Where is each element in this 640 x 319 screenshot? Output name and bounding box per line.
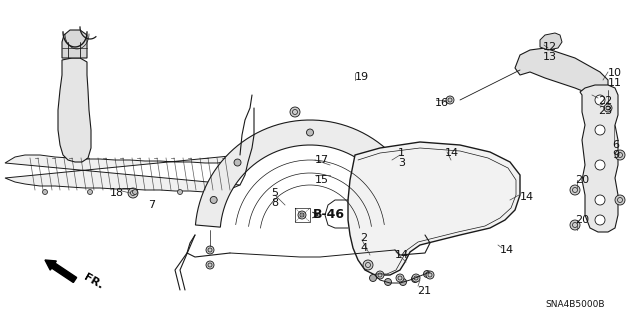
Circle shape xyxy=(396,274,404,282)
Text: 20: 20 xyxy=(575,175,589,185)
Text: SNA4B5000B: SNA4B5000B xyxy=(545,300,605,309)
Polygon shape xyxy=(62,30,87,58)
Circle shape xyxy=(595,95,605,105)
Text: 13: 13 xyxy=(543,52,557,62)
Circle shape xyxy=(206,261,214,269)
Text: FR.: FR. xyxy=(82,272,105,291)
Polygon shape xyxy=(540,33,562,50)
Text: B-46: B-46 xyxy=(313,208,345,221)
Circle shape xyxy=(424,271,431,278)
Text: 22: 22 xyxy=(598,96,612,106)
Text: 6: 6 xyxy=(612,140,619,150)
Circle shape xyxy=(399,278,406,286)
Text: 3: 3 xyxy=(398,158,405,168)
Circle shape xyxy=(570,220,580,230)
FancyArrow shape xyxy=(45,260,77,283)
Polygon shape xyxy=(515,48,608,95)
Text: 11: 11 xyxy=(608,78,622,88)
Text: 21: 21 xyxy=(417,286,431,296)
Circle shape xyxy=(206,246,214,254)
Text: 9: 9 xyxy=(612,150,619,160)
Circle shape xyxy=(42,189,47,195)
Circle shape xyxy=(369,275,376,281)
Circle shape xyxy=(128,188,138,198)
Text: 18: 18 xyxy=(110,188,124,198)
Circle shape xyxy=(615,195,625,205)
Circle shape xyxy=(412,276,419,283)
Circle shape xyxy=(403,197,410,204)
Polygon shape xyxy=(5,155,240,192)
Text: 15: 15 xyxy=(315,175,329,185)
Text: 14: 14 xyxy=(520,192,534,202)
Text: 16: 16 xyxy=(435,98,449,108)
Circle shape xyxy=(210,197,217,204)
Text: 7: 7 xyxy=(148,200,155,210)
Circle shape xyxy=(604,104,612,112)
Text: 17: 17 xyxy=(315,155,329,165)
Circle shape xyxy=(298,211,306,219)
Circle shape xyxy=(177,189,182,195)
Circle shape xyxy=(290,107,300,117)
Polygon shape xyxy=(58,58,91,162)
Circle shape xyxy=(412,274,420,282)
Text: 23: 23 xyxy=(598,106,612,116)
Circle shape xyxy=(595,125,605,135)
Circle shape xyxy=(363,260,373,270)
Text: 20: 20 xyxy=(575,215,589,225)
Circle shape xyxy=(88,189,93,195)
Text: 2: 2 xyxy=(360,233,367,243)
Text: 19: 19 xyxy=(355,72,369,82)
Polygon shape xyxy=(195,120,424,227)
Text: 12: 12 xyxy=(543,42,557,52)
Circle shape xyxy=(446,96,454,104)
Circle shape xyxy=(595,215,605,225)
Text: 14: 14 xyxy=(500,245,514,255)
Text: 10: 10 xyxy=(608,68,622,78)
Circle shape xyxy=(595,195,605,205)
Text: 14: 14 xyxy=(395,250,409,260)
Polygon shape xyxy=(348,142,520,275)
Circle shape xyxy=(132,189,138,195)
Circle shape xyxy=(615,150,625,160)
Text: 4: 4 xyxy=(360,243,367,253)
Polygon shape xyxy=(580,85,618,232)
Circle shape xyxy=(595,160,605,170)
Circle shape xyxy=(307,129,314,136)
Text: 5: 5 xyxy=(271,188,278,198)
Circle shape xyxy=(234,159,241,166)
Text: 14: 14 xyxy=(445,148,459,158)
Circle shape xyxy=(379,159,386,166)
Circle shape xyxy=(426,271,434,279)
Text: 1: 1 xyxy=(398,148,405,158)
Circle shape xyxy=(385,278,392,286)
Circle shape xyxy=(586,91,594,99)
Circle shape xyxy=(376,271,384,279)
Circle shape xyxy=(570,185,580,195)
Text: 8: 8 xyxy=(271,198,278,208)
